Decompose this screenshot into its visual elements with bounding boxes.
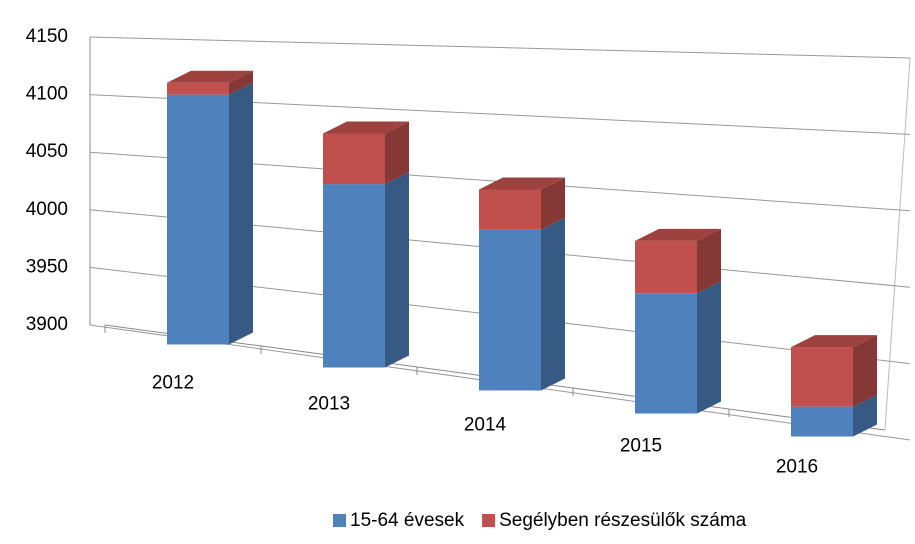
bar-segment [323, 133, 385, 185]
bar-segment [791, 347, 853, 407]
right-edge [884, 57, 911, 431]
bar-side [541, 177, 565, 230]
y-tick-label: 3900 [26, 314, 68, 335]
y-tick-label: 4100 [26, 84, 68, 105]
y-tick-label: 3950 [26, 256, 68, 277]
legend-label: Segélyben részesülők száma [499, 510, 747, 531]
y-tick-label: 4050 [26, 141, 68, 162]
bar-side [697, 228, 721, 294]
x-tick-label: 2016 [776, 457, 818, 478]
bar-top [323, 121, 409, 134]
bar-top [167, 70, 253, 83]
bar-segment [791, 406, 853, 437]
x-tick-label: 2013 [308, 394, 350, 415]
bar-segment [479, 189, 541, 230]
bar-side [385, 172, 409, 368]
bar-top [791, 335, 877, 348]
legend-label: 15-64 évesek [350, 510, 465, 531]
bar-side [853, 394, 877, 437]
bar-segment [167, 82, 229, 95]
legend-swatch [482, 514, 496, 527]
y-tick-label: 4000 [26, 199, 68, 220]
bar-segment [479, 229, 541, 391]
y-tick-label: 4150 [26, 26, 68, 47]
bar-side [541, 217, 565, 391]
x-tick-label: 2015 [620, 436, 662, 457]
bar-segment [635, 293, 697, 414]
bar-side [229, 82, 253, 345]
x-tick-label: 2014 [464, 415, 507, 436]
bar-segment [635, 240, 697, 294]
bar-top [479, 177, 565, 190]
grid-line [89, 36, 911, 59]
bar-segment [167, 94, 229, 345]
bar-side [697, 281, 721, 414]
bar-side [853, 335, 877, 407]
bar-top [635, 228, 721, 241]
bar-side [229, 70, 253, 95]
bar-side [385, 121, 409, 185]
legend-swatch [333, 514, 346, 527]
x-tick-label: 2012 [152, 373, 194, 394]
bar-segment [323, 184, 385, 368]
